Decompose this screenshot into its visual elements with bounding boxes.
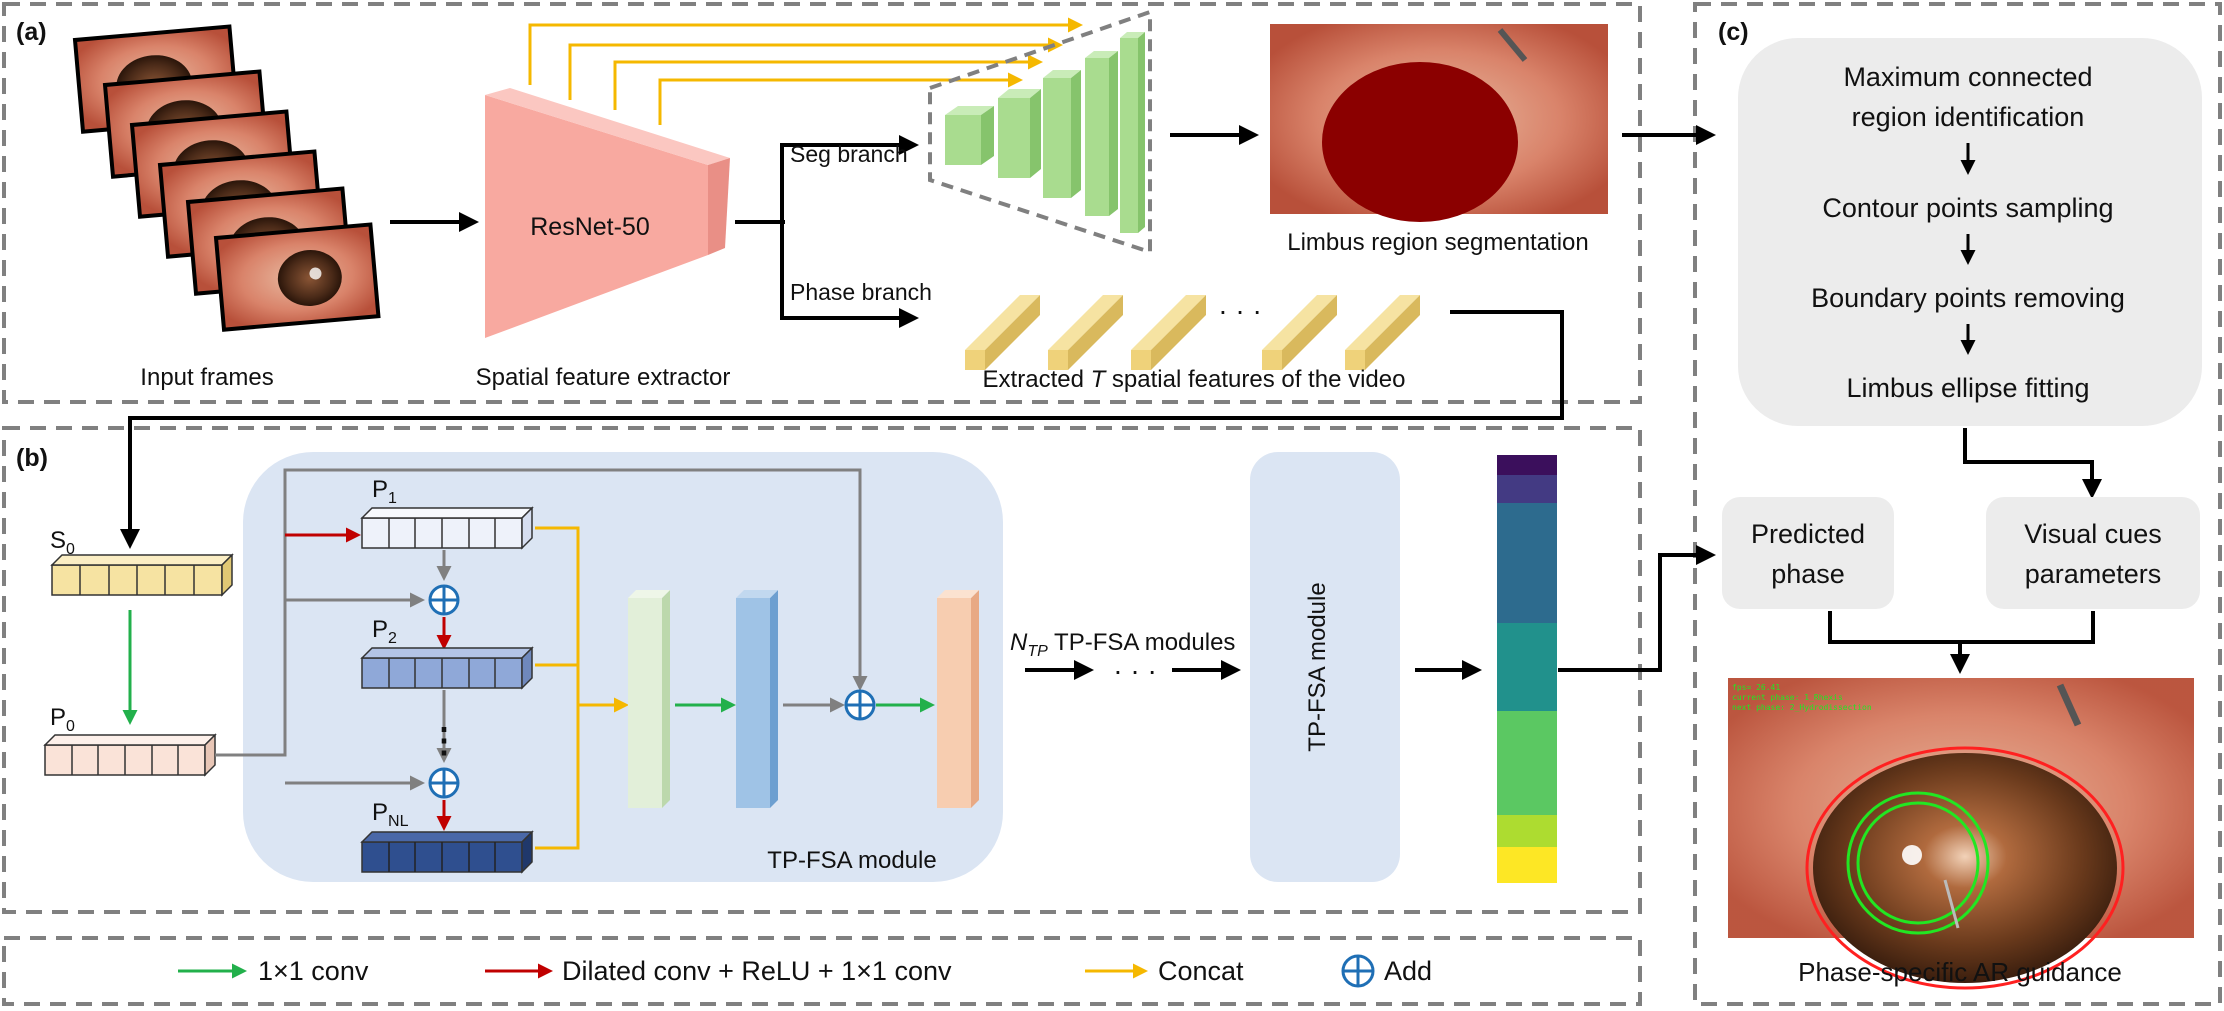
p1-vector [360, 506, 534, 550]
predicted-line2: phase [1771, 559, 1845, 589]
feature-dots: · · · [1218, 295, 1262, 326]
ar-guidance-caption: Phase-specific AR guidance [1798, 957, 2122, 987]
legend-concat: Concat [1158, 956, 1244, 986]
concat-lines [535, 526, 629, 850]
legend-box [2, 936, 1642, 1006]
phase-bar-segment [1497, 815, 1557, 847]
predicted-line1: Predicted [1751, 519, 1865, 549]
step4: Limbus ellipse fitting [1846, 373, 2089, 403]
phase-bar-segment [1497, 475, 1557, 503]
step1-line1: Maximum connected [1843, 62, 2092, 92]
arrow-phase-to-panel-c [1558, 545, 1716, 672]
seg-branch-label: Seg branch [790, 141, 908, 167]
skip-connections [528, 17, 1083, 125]
add-icon-2 [428, 767, 460, 799]
arrow-steps-to-visual-cues [1963, 428, 2102, 499]
phase-bar-segment [1497, 503, 1557, 623]
legend-add-icon [1341, 954, 1375, 988]
input-frames-label: Input frames [140, 364, 273, 391]
phase-bar [1497, 455, 1557, 883]
resnet-block [485, 88, 730, 338]
panel-c-box [1693, 2, 2222, 1006]
tp-fsa-module-bg [243, 452, 1003, 882]
panel-a-box [2, 2, 1642, 404]
panel-c-label: (c) [1718, 18, 1749, 46]
pnl-label: PNL [372, 799, 409, 830]
ntp-label: NTP TP-FSA modules [1010, 629, 1235, 660]
visual-cues-line1: Visual cues [2024, 519, 2162, 549]
legend-dilated: Dilated conv + ReLU + 1×1 conv [562, 956, 952, 986]
extracted-features-label: Extracted T spatial features of the vide… [983, 366, 1406, 393]
visual-cues-line2: parameters [2025, 559, 2162, 589]
panel-a-label: (a) [16, 18, 47, 46]
tp-fsa-module-label: TP-FSA module [767, 847, 936, 874]
p2-vector [360, 646, 534, 690]
spatial-feature-bars [965, 295, 1420, 370]
limbus-seg-label: Limbus region segmentation [1287, 229, 1589, 256]
step3: Boundary points removing [1811, 283, 2125, 313]
s0-label: S0 [50, 527, 75, 558]
module-dots: · · · [1113, 655, 1157, 686]
phase-bar-segment [1497, 847, 1557, 883]
ar-overlay-line2: current phase: 1_Rhexis [1732, 693, 1843, 702]
block-peach [937, 590, 979, 808]
block-light-green [628, 590, 670, 808]
add-icon-1 [428, 584, 460, 616]
panel-b-label: (b) [16, 444, 48, 472]
arrow-features-to-s0 [120, 310, 1564, 549]
ar-overlay-line1: fps= 26.41 [1732, 683, 1780, 692]
limbus-segmentation-image [1270, 24, 1608, 222]
branch-arrows [735, 135, 919, 328]
vertical-dots: ⋮ [427, 722, 461, 760]
phase-branch-label: Phase branch [790, 279, 932, 305]
add-icon-3 [844, 689, 876, 721]
input-frames-stack [72, 24, 381, 332]
legend-add: Add [1384, 956, 1432, 986]
step2: Contour points sampling [1822, 193, 2113, 223]
pipeline-steps-bg [1738, 38, 2202, 426]
visual-cues-box [1986, 497, 2200, 609]
spatial-extractor-label: Spatial feature extractor [476, 364, 731, 391]
p2-label: P2 [372, 616, 397, 647]
merge-arrows [1828, 611, 2095, 674]
p0-label: P0 [50, 704, 75, 735]
step1-line2: region identification [1852, 102, 2085, 132]
ar-guidance-image [1728, 678, 2194, 990]
phase-bar-segment [1497, 455, 1557, 475]
gray-flow-lines [215, 468, 868, 791]
tp-fsa-module2-label: TP-FSA module [1304, 582, 1331, 751]
phase-bar-segment [1497, 711, 1557, 815]
seg-decoder-blocks [945, 32, 1145, 233]
s0-vector [50, 553, 234, 597]
phase-bar-segment [1497, 623, 1557, 711]
tp-fsa-module2-bg [1250, 452, 1400, 882]
p1-label: P1 [372, 476, 397, 507]
pnl-vector [360, 830, 534, 874]
p0-vector [43, 733, 217, 777]
predicted-phase-box [1722, 497, 1894, 609]
ar-overlay-line3: next phase: 2_Hydrodissection [1732, 703, 1872, 712]
legend-conv1: 1×1 conv [258, 956, 369, 986]
resnet-label: ResNet-50 [530, 213, 650, 241]
block-blue [736, 590, 778, 808]
